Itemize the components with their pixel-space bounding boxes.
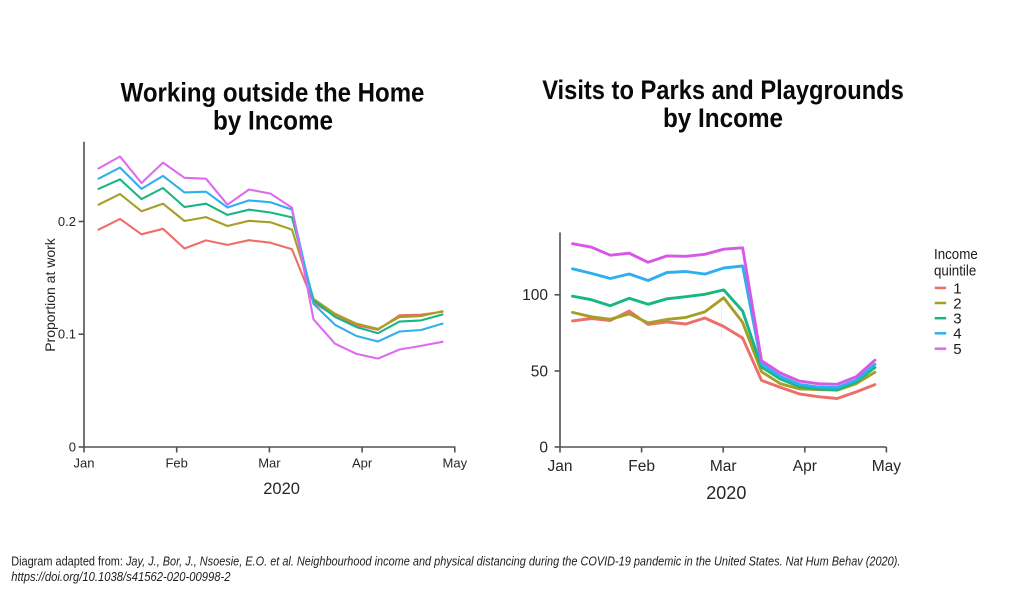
svg-text:quintile: quintile [934, 263, 976, 280]
svg-text:3: 3 [953, 311, 961, 328]
svg-text:May: May [443, 456, 468, 471]
svg-text:Jan: Jan [548, 458, 573, 475]
svg-text:https://doi.org/10.1038/s41562: https://doi.org/10.1038/s41562-020-00998… [11, 569, 230, 584]
svg-text:Apr: Apr [352, 456, 373, 471]
svg-text:Diagram adapted from: Jay, J.,: Diagram adapted from: Jay, J., Bor, J., … [11, 553, 900, 568]
svg-text:by Income: by Income [663, 104, 783, 133]
svg-text:2020: 2020 [706, 483, 746, 503]
svg-text:5: 5 [953, 341, 961, 358]
svg-text:Visits to Parks and Playground: Visits to Parks and Playgrounds [542, 76, 904, 106]
svg-text:Mar: Mar [710, 458, 737, 475]
svg-text:0.2: 0.2 [58, 214, 76, 229]
svg-text:0: 0 [539, 439, 548, 456]
svg-text:May: May [872, 458, 902, 475]
svg-text:Proportion at work: Proportion at work [42, 237, 58, 352]
svg-text:1: 1 [953, 280, 961, 297]
svg-text:100: 100 [522, 287, 548, 304]
svg-text:2: 2 [953, 295, 961, 312]
svg-text:4: 4 [953, 326, 961, 343]
svg-text:Mar: Mar [258, 456, 281, 471]
svg-text:Jan: Jan [74, 456, 95, 471]
svg-text:Income: Income [934, 246, 978, 263]
svg-text:2020: 2020 [263, 480, 300, 498]
svg-text:Working outside the Home: Working outside the Home [121, 78, 425, 108]
svg-text:0.1: 0.1 [58, 327, 76, 342]
svg-text:50: 50 [531, 363, 549, 380]
svg-text:Feb: Feb [628, 458, 655, 475]
svg-text:0: 0 [69, 439, 76, 454]
svg-text:Apr: Apr [793, 458, 817, 475]
svg-text:by Income: by Income [213, 106, 333, 135]
svg-text:Feb: Feb [165, 456, 187, 471]
